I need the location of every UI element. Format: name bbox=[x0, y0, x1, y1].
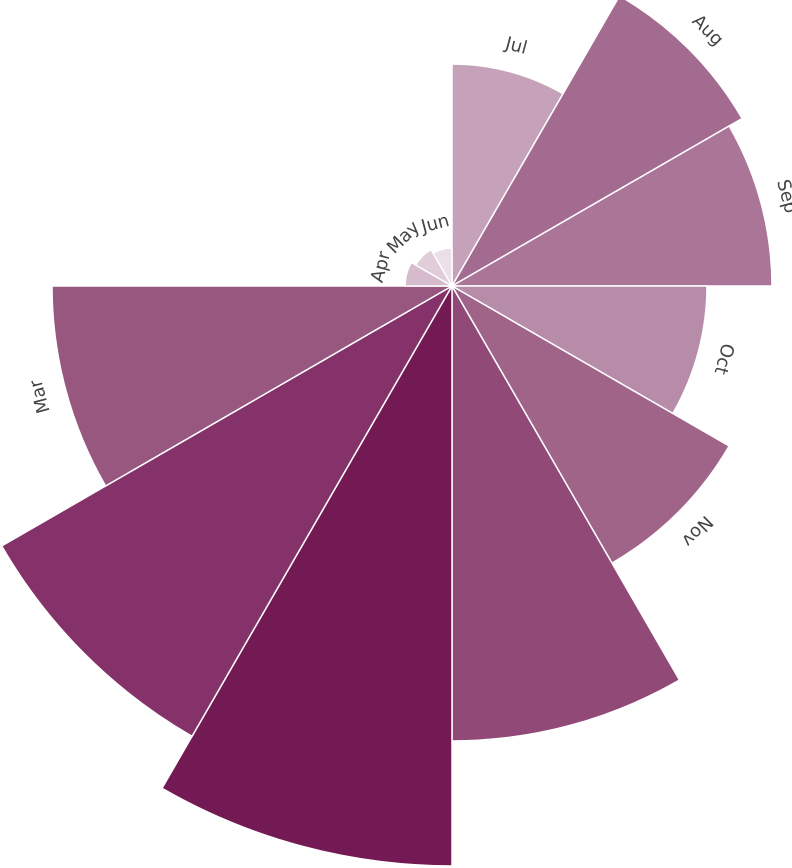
wedge-dec bbox=[451, 283, 681, 742]
wedge-may bbox=[414, 248, 455, 289]
label-aug: Aug bbox=[688, 11, 728, 51]
label-nov: Nov bbox=[677, 511, 717, 551]
label-may: May bbox=[383, 217, 424, 258]
wedge-sep bbox=[449, 124, 773, 287]
label-jul: Jul bbox=[502, 33, 529, 59]
label-sep: Sep bbox=[772, 177, 792, 215]
label-apr: Apr bbox=[367, 249, 395, 285]
label-mar: Mar bbox=[25, 377, 54, 416]
label-oct: Oct bbox=[710, 341, 738, 376]
wedge-jul bbox=[451, 63, 565, 289]
wedge-nov bbox=[449, 283, 731, 565]
wedge-oct bbox=[449, 285, 708, 415]
wedge-aug bbox=[449, 0, 744, 289]
wedge-group bbox=[0, 0, 773, 867]
wedge-feb bbox=[0, 283, 455, 738]
wedge-mar bbox=[51, 285, 455, 488]
wedge-jan bbox=[160, 283, 453, 867]
wedge-jun bbox=[431, 247, 453, 289]
wedge-apr bbox=[404, 261, 455, 287]
label-jun: Jun bbox=[418, 210, 452, 238]
